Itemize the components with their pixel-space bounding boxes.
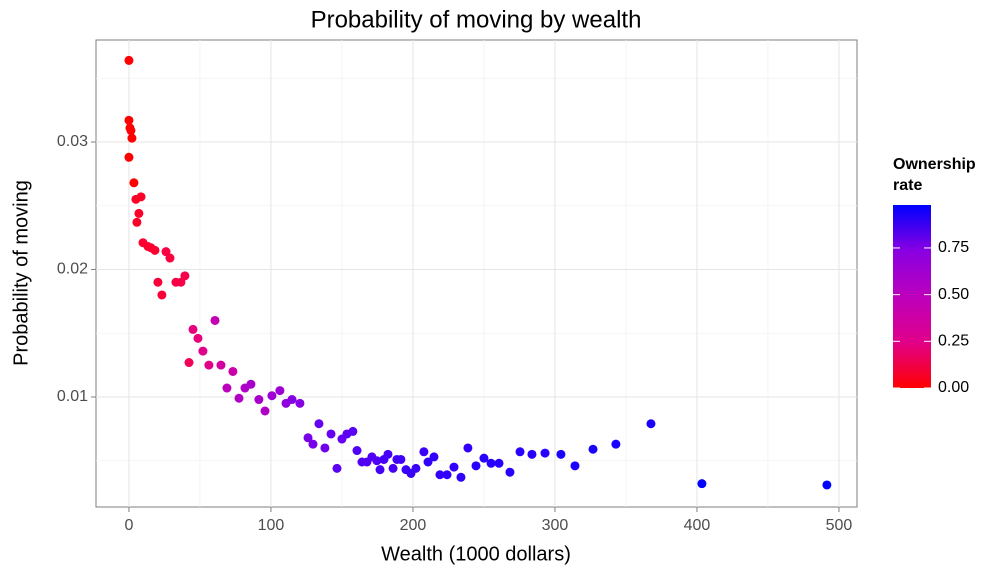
point xyxy=(204,360,214,370)
point xyxy=(570,461,580,471)
point xyxy=(505,467,515,477)
legend-tick-label: 0.75 xyxy=(938,239,969,256)
point xyxy=(124,152,134,162)
point xyxy=(275,386,285,396)
point xyxy=(588,444,598,454)
point xyxy=(383,449,393,459)
point xyxy=(129,178,139,188)
y-tick-label: 0.02 xyxy=(57,261,88,278)
legend-tick-label: 0.25 xyxy=(938,333,969,350)
legend-title: rate xyxy=(893,177,922,194)
panel xyxy=(95,39,858,508)
point xyxy=(515,447,525,457)
point xyxy=(124,55,134,65)
point xyxy=(429,452,439,462)
y-tick-label: 0.03 xyxy=(57,133,88,150)
x-axis-label: Wealth (1000 dollars) xyxy=(381,543,571,565)
point xyxy=(216,360,226,370)
point xyxy=(260,406,270,416)
point xyxy=(132,217,142,227)
point xyxy=(188,324,198,334)
point xyxy=(435,470,445,480)
point xyxy=(150,245,160,255)
point xyxy=(153,277,163,287)
point xyxy=(193,333,203,343)
point xyxy=(267,391,277,401)
point xyxy=(198,346,208,356)
legend-tick-label: 0.50 xyxy=(938,286,969,303)
legend-tick-label: 0.00 xyxy=(938,379,969,396)
point xyxy=(494,458,504,468)
point xyxy=(375,465,385,475)
point xyxy=(303,433,313,443)
point xyxy=(822,480,832,490)
legend-title: Ownership xyxy=(893,156,976,173)
point xyxy=(136,192,146,202)
point xyxy=(456,472,466,482)
point xyxy=(246,379,256,389)
point xyxy=(314,419,324,429)
point xyxy=(449,462,459,472)
point xyxy=(388,463,398,473)
point xyxy=(423,457,433,467)
point xyxy=(124,115,134,125)
point xyxy=(411,463,421,473)
point xyxy=(372,456,382,466)
x-tick-label: 500 xyxy=(826,517,853,534)
point xyxy=(295,398,305,408)
point xyxy=(442,470,452,480)
point xyxy=(287,395,297,405)
x-tick-label: 300 xyxy=(542,517,569,534)
point xyxy=(127,133,137,143)
y-tick-label: 0.01 xyxy=(57,388,88,405)
x-tick-label: 0 xyxy=(124,517,133,534)
point xyxy=(210,315,220,325)
point xyxy=(527,449,537,459)
point xyxy=(352,446,362,456)
point xyxy=(540,448,550,458)
point xyxy=(697,479,707,489)
point xyxy=(254,395,264,405)
point xyxy=(228,366,238,376)
point xyxy=(348,426,358,436)
y-axis-label: Probability of moving xyxy=(10,180,32,366)
point xyxy=(222,383,232,393)
point xyxy=(308,439,318,449)
point xyxy=(134,208,144,218)
point xyxy=(326,429,336,439)
point xyxy=(234,393,244,403)
point xyxy=(396,454,406,464)
point xyxy=(611,439,621,449)
point xyxy=(320,443,330,453)
point xyxy=(471,461,481,471)
color-bar xyxy=(893,205,931,388)
point xyxy=(556,449,566,459)
point xyxy=(157,290,167,300)
chart-title: Probability of moving by wealth xyxy=(311,6,642,33)
point xyxy=(165,253,175,263)
point xyxy=(463,443,473,453)
point xyxy=(486,458,496,468)
x-tick-label: 100 xyxy=(258,517,285,534)
point xyxy=(180,271,190,281)
point xyxy=(184,358,194,368)
point xyxy=(646,419,656,429)
point xyxy=(332,463,342,473)
x-tick-label: 400 xyxy=(684,517,711,534)
point xyxy=(419,447,429,457)
x-tick-label: 200 xyxy=(400,517,427,534)
point xyxy=(479,453,489,463)
point xyxy=(126,126,136,136)
